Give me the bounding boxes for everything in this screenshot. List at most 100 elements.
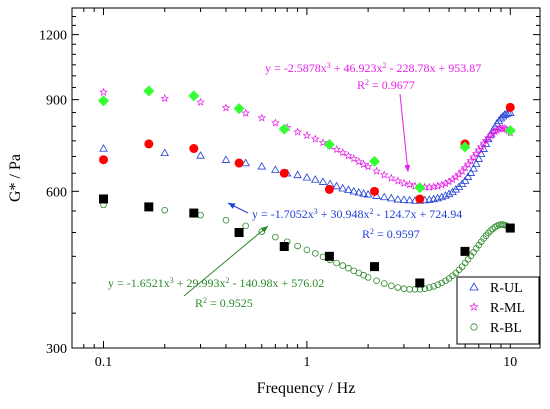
r-bl-point	[312, 250, 319, 257]
r-ul-point	[405, 195, 414, 204]
r-ul-point	[344, 185, 353, 193]
r-ul-point	[463, 172, 473, 180]
diamond-point	[278, 123, 290, 135]
legend-marker-r-bl	[470, 323, 478, 331]
r-ul-point	[354, 188, 364, 196]
r-bl-point	[345, 264, 352, 272]
r-bl-point	[333, 259, 340, 267]
legend-marker-r-ul	[469, 282, 479, 291]
r-bl-point	[421, 285, 429, 292]
r-bl-point	[487, 227, 494, 235]
r-ml-point	[424, 182, 434, 191]
diamond-point	[504, 125, 516, 137]
r-bl-point	[411, 285, 419, 293]
r-ml-point	[463, 159, 473, 169]
r-ml-point	[379, 170, 389, 179]
r-ml-equation: y = -2.5878x3 + 46.923x2 - 228.78x + 953…	[265, 61, 481, 76]
axis-labels: Frequency / Hz G* / Pa	[7, 154, 355, 397]
r-bl-point	[477, 238, 485, 246]
r-ul-point	[448, 187, 457, 196]
r-bl-point	[339, 262, 346, 269]
circle-point	[234, 158, 244, 168]
diamond-point	[143, 85, 155, 97]
r-ml-point	[393, 176, 403, 185]
circle-point	[415, 194, 425, 204]
r-ml-point	[405, 180, 415, 189]
series-diamond-filled	[98, 85, 516, 194]
r-ml-point	[372, 166, 381, 175]
r-ul-point	[338, 183, 347, 192]
r-ml-point	[363, 162, 373, 171]
r-ul-point	[196, 151, 205, 159]
legend-label-r-ml: R-ML	[490, 301, 525, 316]
r-bl-point	[272, 233, 279, 241]
r-bl-arrow	[183, 225, 269, 297]
r-bl-point	[161, 206, 169, 214]
series-square-filled	[99, 194, 515, 288]
r-ul-point	[221, 155, 231, 163]
square-point	[144, 202, 154, 212]
square-point	[99, 194, 109, 204]
r-ml-point	[457, 166, 467, 175]
r-bl-point	[364, 274, 372, 281]
circle-point	[144, 139, 154, 149]
r-bl-point	[426, 284, 433, 291]
r-ml-point	[332, 144, 341, 154]
circle-point	[99, 155, 109, 165]
r-bl-point	[438, 279, 445, 287]
r-bl-point	[294, 242, 301, 250]
r-ul-point	[505, 108, 515, 116]
r-ul-point	[332, 181, 341, 190]
r-ul-point	[349, 186, 359, 195]
r-bl-point	[242, 222, 249, 230]
diamond-point	[233, 103, 245, 115]
r-ul-point	[469, 163, 478, 172]
r-bl-point	[485, 229, 492, 237]
x-tick-label: 10	[503, 355, 517, 370]
diamond-point	[188, 90, 200, 102]
r-ml-point	[433, 181, 443, 190]
r-ul-point	[444, 189, 454, 198]
r-ml-point	[344, 151, 353, 160]
legend-marker-r-ml	[469, 302, 479, 312]
series-circle-filled	[99, 102, 515, 204]
r-ml-point	[444, 177, 454, 186]
r-ml-point	[338, 148, 348, 157]
r-ml-point	[293, 127, 302, 136]
r-ul-point	[293, 170, 302, 179]
r-ml-point	[441, 178, 450, 188]
r-ul-arrow	[227, 202, 249, 214]
r-ml-point	[399, 178, 409, 187]
diamond-point	[98, 95, 110, 107]
y-axis-label: G* / Pa	[7, 154, 24, 202]
r-ul-point	[271, 165, 280, 173]
square-point	[234, 228, 244, 238]
r-ul-point	[311, 175, 320, 183]
r-ul-point	[302, 173, 312, 181]
circle-point	[324, 184, 334, 194]
diamond-point	[459, 141, 471, 153]
r-ml-point	[196, 97, 205, 106]
r-ml-point	[460, 163, 470, 172]
r-bl-point	[394, 284, 402, 291]
square-point	[189, 208, 199, 218]
r-ul-point	[241, 158, 250, 167]
r-ml-point	[359, 159, 368, 169]
legend: R-UL R-ML R-BL	[456, 276, 540, 345]
r-bl-point	[489, 225, 497, 233]
r-ml-point	[386, 173, 396, 182]
circle-point	[279, 168, 289, 178]
square-point	[460, 246, 470, 256]
y-tick-label: 300	[46, 342, 67, 357]
r-ul-point	[387, 193, 396, 202]
r-ml-point	[466, 156, 476, 165]
r-ml-point	[483, 133, 493, 142]
r-ml-point	[318, 138, 328, 147]
square-point	[324, 251, 334, 261]
r-ul-point	[318, 177, 328, 185]
square-point	[505, 223, 515, 233]
r-ul-point	[399, 195, 409, 203]
r-ml-point	[160, 93, 170, 103]
circle-point	[189, 144, 199, 154]
